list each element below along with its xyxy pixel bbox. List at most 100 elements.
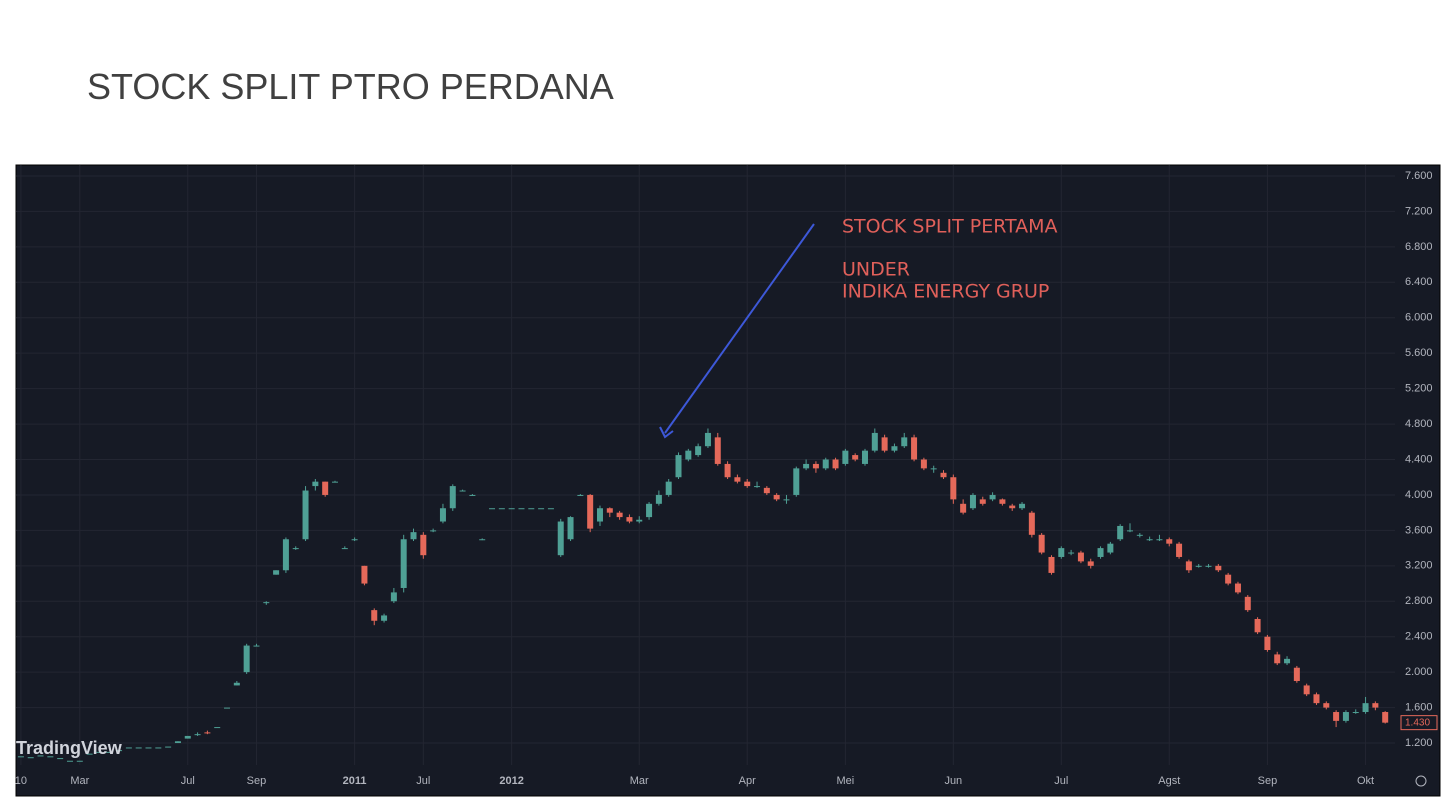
candle-body (979, 499, 986, 504)
candle-body (1313, 694, 1320, 704)
candle-body (646, 503, 653, 518)
candle-body (803, 463, 810, 469)
candle-body (1362, 703, 1369, 713)
candle-body (675, 455, 682, 478)
x-tick-label: 2012 (499, 775, 523, 787)
candle-body (341, 548, 348, 550)
candle-body (606, 508, 613, 513)
candle-body (66, 760, 73, 762)
candle-body (312, 481, 319, 487)
candle-body (567, 517, 574, 540)
x-tick-label: 10 (15, 775, 27, 787)
candle-body (724, 463, 731, 478)
candle-body (194, 734, 201, 736)
candle-body (881, 437, 888, 451)
candle-body (400, 539, 407, 588)
candle-body (273, 570, 280, 575)
candle-body (832, 459, 839, 469)
grid (16, 165, 1395, 765)
candle-body (920, 459, 927, 469)
y-tick-label: 4.800 (1405, 418, 1433, 430)
candle-body (165, 746, 172, 748)
candle-body (214, 727, 221, 729)
watermark: TradingView (16, 738, 123, 758)
candle-body (1185, 561, 1192, 571)
y-tick-label: 4.400 (1405, 453, 1433, 465)
candle-body (1215, 565, 1222, 571)
candle-body (1156, 539, 1163, 541)
candle-body (989, 494, 996, 500)
candle-body (1234, 583, 1241, 593)
candle-body (704, 432, 711, 447)
candle-body (1372, 703, 1379, 708)
candle-body (577, 494, 584, 496)
candle-body (96, 751, 103, 753)
candle-body (37, 755, 44, 757)
y-tick-label: 2.000 (1405, 666, 1433, 678)
candle-body (86, 753, 93, 755)
candle-body (842, 450, 849, 464)
settings-icon (1415, 775, 1427, 787)
y-tick-label: 6.000 (1405, 312, 1433, 324)
annotation: UNDER (842, 259, 910, 281)
candle-body (459, 490, 466, 492)
candle-body (636, 519, 643, 522)
annotation: STOCK SPLIT PERTAMA (842, 216, 1058, 238)
candle-body (626, 517, 633, 522)
candle-body (1382, 712, 1389, 723)
candle-body (47, 756, 54, 758)
candle-body (420, 534, 427, 556)
candle-body (469, 494, 476, 496)
candle-body (822, 459, 829, 469)
candle-body (930, 468, 937, 470)
candle-body (812, 463, 819, 469)
candle-body (449, 486, 456, 509)
candle-body (763, 487, 770, 494)
x-tick-label: Agst (1158, 775, 1180, 787)
candle-body (381, 615, 388, 621)
last-price-box (1400, 715, 1438, 731)
y-tick-label: 3.200 (1405, 560, 1433, 572)
candle-body (302, 490, 309, 540)
candle-body (331, 481, 338, 483)
candle-body (1166, 539, 1173, 544)
candle-body (1068, 552, 1075, 554)
candle-body (1009, 505, 1016, 509)
y-tick-label: 7.200 (1405, 205, 1433, 217)
candle-body (508, 508, 515, 510)
candle-body (1038, 534, 1045, 553)
candle-body (852, 455, 859, 460)
candle-body (1019, 503, 1026, 509)
candle-body (616, 512, 623, 518)
x-tick-label: Okt (1357, 775, 1374, 787)
candle-body (224, 707, 231, 709)
candle-body (960, 503, 967, 513)
candle-body (655, 494, 662, 504)
candle-body (557, 521, 564, 556)
annotation: INDIKA ENERGY GRUP (842, 281, 1049, 303)
candle-body (744, 481, 751, 487)
candle-body (734, 477, 741, 482)
x-tick-label: Jul (181, 775, 195, 787)
x-tick-label: Jul (416, 775, 430, 787)
y-tick-label: 1.200 (1405, 737, 1433, 749)
candle-body (518, 508, 525, 510)
candle-body (783, 499, 790, 501)
candle-body (135, 747, 142, 749)
candle-body (361, 565, 368, 584)
candle-body (1117, 525, 1124, 540)
candle-body (999, 499, 1006, 504)
candle-body (1028, 512, 1035, 535)
candle-body (1077, 552, 1084, 562)
candle-body (1352, 712, 1359, 714)
candle-body (891, 446, 898, 451)
candle-body (587, 494, 594, 529)
x-tick-label: Sep (1258, 775, 1278, 787)
candle-body (665, 481, 672, 495)
candle-body (184, 735, 191, 739)
candle-body (1058, 548, 1065, 557)
candle-body (27, 757, 34, 759)
candle-body (489, 508, 496, 510)
candle-body (685, 450, 692, 460)
